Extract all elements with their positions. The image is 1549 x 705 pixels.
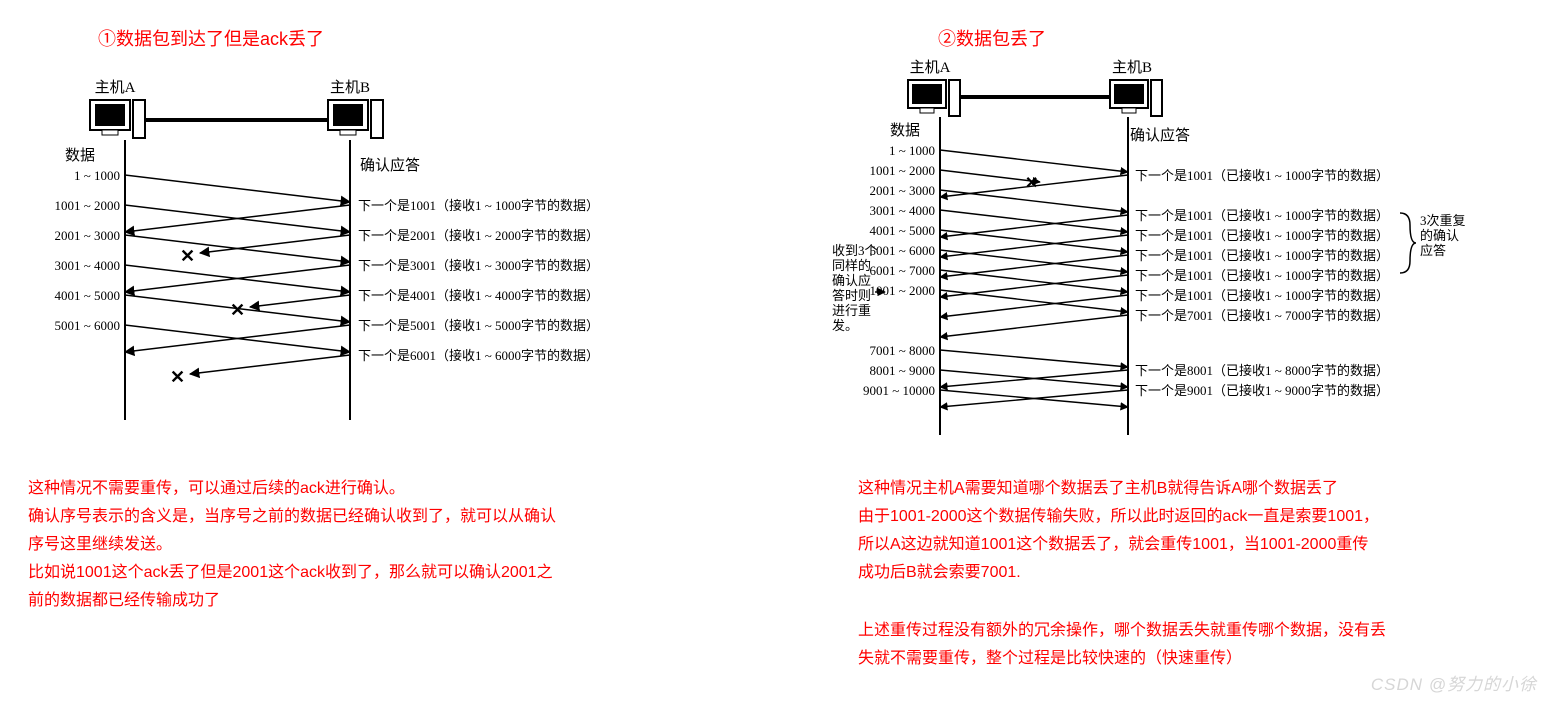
data-range: 9001 ~ 10000 bbox=[863, 383, 935, 398]
data-range: 5001 ~ 6000 bbox=[54, 318, 120, 333]
data-range: 4001 ~ 5000 bbox=[54, 288, 120, 303]
data-range: 2001 ~ 3000 bbox=[869, 183, 935, 198]
x-mark: ✕ bbox=[170, 367, 185, 387]
data-range: 8001 ~ 9000 bbox=[869, 363, 935, 378]
watermark: CSDN @努力的小徐 bbox=[1371, 670, 1537, 695]
host-b-label: 主机B bbox=[330, 79, 370, 96]
host-a-icon bbox=[908, 80, 960, 116]
right-paragraph-2: 上述重传过程没有额外的冗余操作，哪个数据丢失就重传哪个数据，没有丢 失就不需要重… bbox=[858, 617, 1458, 673]
data-range: 7001 ~ 8000 bbox=[869, 343, 935, 358]
x-mark: ✕ bbox=[230, 300, 245, 320]
data-range: 3001 ~ 4000 bbox=[54, 258, 120, 273]
host-a-icon bbox=[90, 100, 145, 138]
data-range: 6001 ~ 7000 bbox=[869, 263, 935, 278]
data-range: 1001 ~ 2000 bbox=[54, 198, 120, 213]
right-paragraph-1: 这种情况主机A需要知道哪个数据丢了主机B就得告诉A哪个数据丢了 由于1001-2… bbox=[858, 475, 1458, 587]
ack-text: 下一个是8001（已接收1 ~ 8000字节的数据） bbox=[1135, 363, 1389, 378]
data-header: 数据 bbox=[65, 147, 95, 164]
host-b-icon bbox=[1110, 80, 1162, 116]
ack-text: 下一个是3001（接收1 ~ 3000字节的数据） bbox=[358, 258, 599, 273]
left-paragraph: 这种情况不需要重传，可以通过后续的ack进行确认。 确认序号表示的含义是，当序号… bbox=[28, 475, 588, 615]
data-range: 2001 ~ 3000 bbox=[54, 228, 120, 243]
x-mark: ✕ bbox=[180, 246, 195, 266]
side-note: 收到3个 同样的 确认应 答时则 进行重 发。 bbox=[832, 243, 881, 333]
data-range: 3001 ~ 4000 bbox=[869, 203, 935, 218]
ack-header: 确认应答 bbox=[1130, 126, 1190, 144]
ack-text: 下一个是1001（已接收1 ~ 1000字节的数据） bbox=[1135, 268, 1389, 283]
ack-text: 下一个是7001（已接收1 ~ 7000字节的数据） bbox=[1135, 308, 1389, 323]
host-b-label: 主机B bbox=[1112, 59, 1152, 76]
ack-text: 下一个是9001（已接收1 ~ 9000字节的数据） bbox=[1135, 383, 1389, 398]
left-diagram: 主机A 主机B 数据 确认应答 1 ~ 1000 1001 ~ 2000 200… bbox=[30, 70, 660, 430]
ack-text: 下一个是1001（接收1 ~ 1000字节的数据） bbox=[358, 198, 599, 213]
data-range: 1001 ~ 2000 bbox=[869, 163, 935, 178]
data-range: 1001 ~ 2000 bbox=[869, 283, 935, 298]
ack-text: 下一个是2001（接收1 ~ 2000字节的数据） bbox=[358, 228, 599, 243]
right-title: ②数据包丢了 bbox=[938, 25, 1046, 51]
ack-text: 下一个是1001（已接收1 ~ 1000字节的数据） bbox=[1135, 168, 1389, 183]
ack-text: 下一个是1001（已接收1 ~ 1000字节的数据） bbox=[1135, 248, 1389, 263]
x-mark: ✕ bbox=[1025, 175, 1038, 192]
ack-text: 下一个是1001（已接收1 ~ 1000字节的数据） bbox=[1135, 228, 1389, 243]
bracket-note: 3次重复 的确认 应答 bbox=[1420, 213, 1469, 258]
left-title: ①数据包到达了但是ack丢了 bbox=[98, 25, 324, 51]
ack-text: 下一个是1001（已接收1 ~ 1000字节的数据） bbox=[1135, 288, 1389, 303]
data-range: 4001 ~ 5000 bbox=[869, 223, 935, 238]
ack-text: 下一个是5001（接收1 ~ 5000字节的数据） bbox=[358, 318, 599, 333]
host-b-icon bbox=[328, 100, 383, 138]
data-range: 1 ~ 1000 bbox=[889, 143, 935, 158]
data-header: 数据 bbox=[890, 122, 920, 139]
ack-text: 下一个是1001（已接收1 ~ 1000字节的数据） bbox=[1135, 208, 1389, 223]
ack-text: 下一个是6001（接收1 ~ 6000字节的数据） bbox=[358, 348, 599, 363]
right-diagram: 主机A 主机B 数据 确认应答 1 ~ 1000 1001 ~ 2000 200… bbox=[830, 55, 1540, 455]
ack-header: 确认应答 bbox=[360, 156, 420, 174]
host-a-label: 主机A bbox=[910, 59, 951, 76]
host-a-label: 主机A bbox=[95, 79, 136, 96]
data-range: 1 ~ 1000 bbox=[74, 168, 120, 183]
ack-text: 下一个是4001（接收1 ~ 4000字节的数据） bbox=[358, 288, 599, 303]
